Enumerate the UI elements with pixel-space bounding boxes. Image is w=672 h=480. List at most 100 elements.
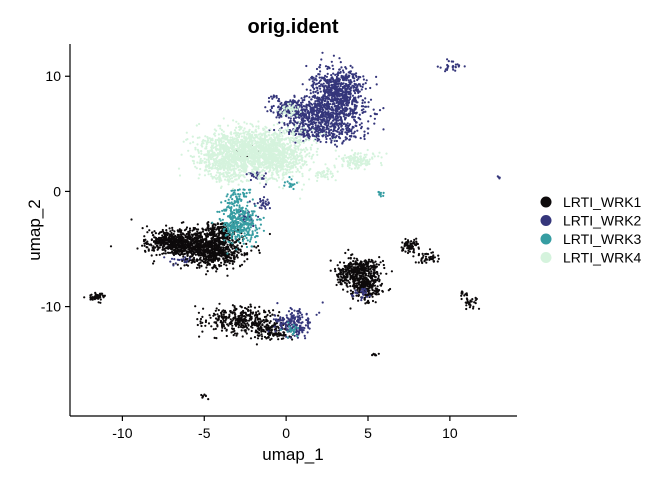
point (332, 72, 335, 75)
point (371, 259, 374, 262)
point (354, 92, 357, 95)
point (231, 253, 234, 256)
point (193, 237, 196, 240)
point (350, 276, 353, 279)
point (165, 238, 168, 241)
point (204, 394, 207, 398)
point (248, 314, 251, 317)
point (199, 261, 202, 264)
point (334, 83, 337, 86)
point (301, 83, 304, 86)
point (460, 292, 463, 295)
point (159, 236, 162, 240)
point (256, 171, 259, 174)
point (130, 218, 133, 221)
point (344, 273, 348, 276)
point (183, 229, 186, 232)
point (263, 309, 266, 312)
point (215, 322, 218, 325)
point (328, 67, 331, 70)
point (214, 253, 217, 256)
point (330, 139, 333, 142)
point (250, 172, 253, 175)
point (278, 113, 281, 116)
point (367, 260, 371, 263)
point (186, 258, 189, 261)
point (376, 272, 379, 275)
point (354, 83, 357, 86)
point (277, 97, 280, 101)
point (301, 316, 304, 319)
point (165, 247, 168, 250)
point (325, 75, 328, 78)
point (252, 224, 255, 228)
point (198, 257, 202, 261)
point (233, 306, 236, 309)
point (353, 287, 356, 290)
point (340, 101, 343, 104)
point (355, 86, 358, 90)
point (315, 86, 318, 89)
point (156, 240, 159, 243)
point (186, 259, 189, 262)
point (417, 252, 421, 256)
point (345, 67, 348, 70)
point (303, 119, 306, 122)
point (298, 309, 301, 312)
point (215, 270, 218, 273)
point (162, 244, 165, 248)
point (287, 323, 290, 326)
point (349, 278, 352, 281)
point (346, 98, 349, 101)
point (321, 301, 324, 304)
point (414, 261, 417, 264)
point (259, 197, 262, 201)
point (236, 227, 239, 230)
point (208, 314, 211, 317)
point (345, 268, 348, 271)
point (436, 65, 439, 68)
point (143, 249, 147, 252)
point (369, 86, 372, 90)
point (366, 132, 370, 135)
point (343, 97, 346, 100)
point (322, 90, 325, 93)
point (341, 82, 344, 86)
point (354, 261, 357, 264)
point (237, 247, 240, 250)
point (268, 321, 271, 324)
point (247, 324, 250, 327)
point (188, 257, 191, 260)
point (273, 128, 276, 132)
point (413, 243, 417, 246)
point (220, 232, 223, 235)
point (242, 315, 245, 318)
point (290, 311, 294, 315)
point (350, 81, 353, 84)
point (280, 126, 283, 129)
point (354, 112, 358, 115)
point (316, 109, 319, 112)
point (218, 226, 222, 229)
point (328, 94, 331, 97)
point (254, 176, 257, 179)
point (188, 235, 191, 238)
point (465, 307, 468, 311)
point (145, 225, 149, 228)
point (259, 199, 262, 203)
point (270, 110, 273, 113)
point (305, 108, 308, 111)
point (243, 226, 246, 229)
point (286, 316, 289, 319)
point (297, 114, 300, 117)
point (154, 232, 157, 235)
point (250, 245, 253, 248)
point (319, 70, 322, 73)
point (301, 99, 304, 102)
point (336, 94, 339, 97)
point (198, 245, 201, 248)
point (344, 131, 347, 134)
point (331, 103, 334, 106)
point (185, 232, 188, 236)
point (277, 314, 280, 317)
